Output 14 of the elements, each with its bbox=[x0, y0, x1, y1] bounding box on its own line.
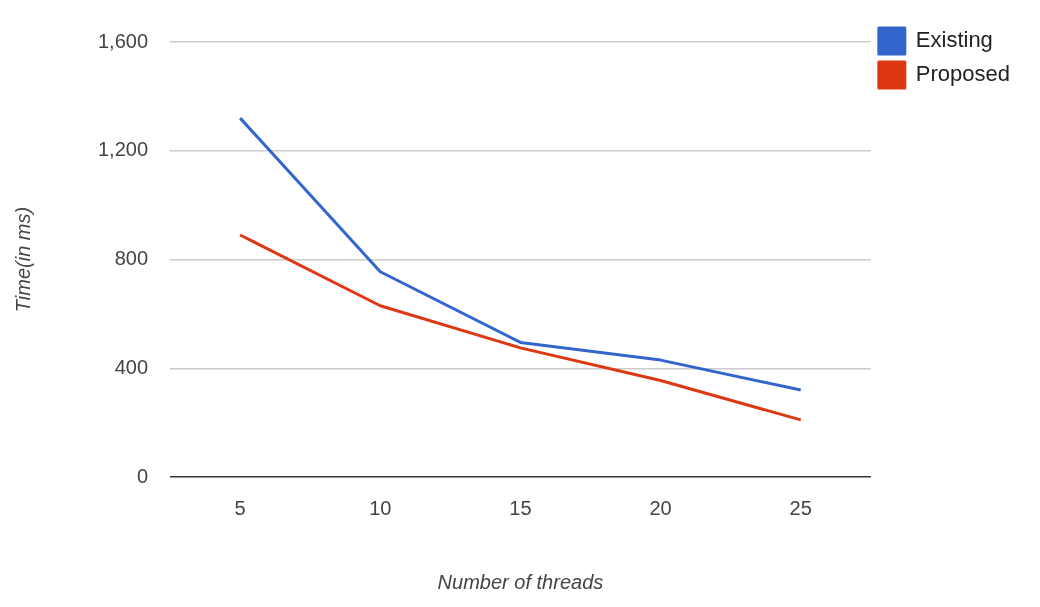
legend-label: Proposed bbox=[915, 61, 1011, 87]
x-tick-label: 15 bbox=[509, 496, 532, 519]
y-tick-label: 0 bbox=[136, 464, 149, 487]
x-tick-label: 20 bbox=[649, 496, 672, 519]
y-tick-label: 1,600 bbox=[97, 29, 149, 52]
y-tick-label: 400 bbox=[114, 355, 149, 378]
y-tick-label: 800 bbox=[114, 247, 149, 270]
x-tick-label: 10 bbox=[369, 496, 392, 519]
x-tick-label: 25 bbox=[789, 496, 812, 519]
x-tick-label: 5 bbox=[234, 496, 246, 519]
y-axis-title: Time(in ms) bbox=[11, 206, 34, 313]
legend-label: Existing bbox=[915, 27, 993, 53]
x-axis-title: Number of threads bbox=[437, 570, 604, 593]
y-tick-label: 1,200 bbox=[97, 138, 149, 161]
